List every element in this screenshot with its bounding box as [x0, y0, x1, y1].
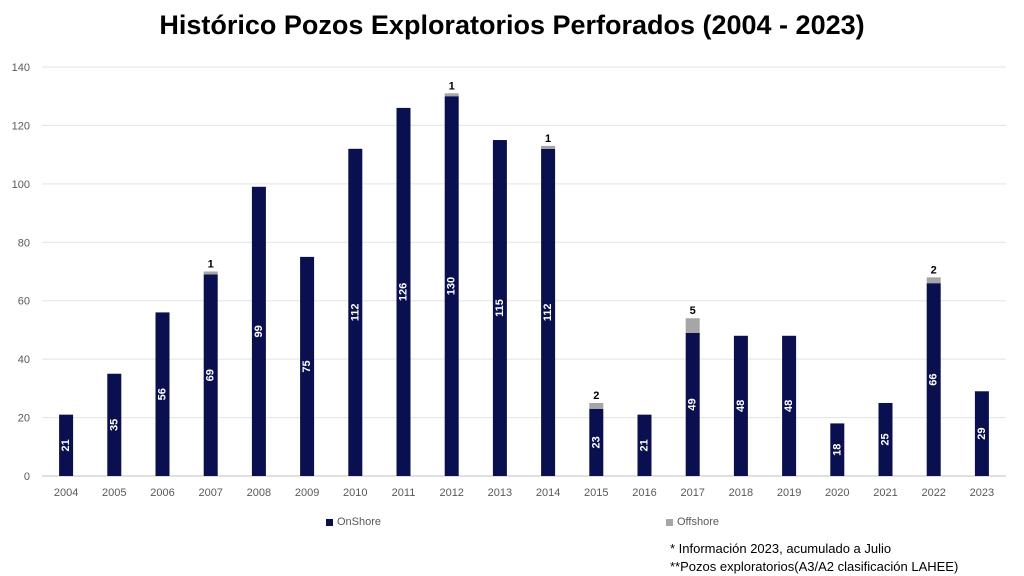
- y-tick-label: 40: [18, 354, 30, 366]
- bar-offshore: [444, 93, 459, 97]
- x-tick-label: 2010: [343, 487, 367, 499]
- data-label-onshore: 56: [157, 388, 169, 400]
- y-tick-label: 80: [18, 237, 30, 249]
- x-tick-label: 2020: [825, 487, 849, 499]
- x-tick-label: 2018: [729, 487, 753, 499]
- x-tick-label: 2011: [392, 487, 416, 499]
- legend-swatch-offshore: [666, 518, 673, 526]
- data-label-onshore: 66: [928, 373, 940, 385]
- bar-offshore: [685, 318, 700, 333]
- bar-onshore: [348, 148, 363, 477]
- data-label-onshore: 130: [446, 277, 458, 295]
- data-labels: 21 35 56 69 1 99 75 112 126 130 1 115 112 1 23 2 21 49 5 48…: [60, 80, 988, 456]
- data-label-offshore: 1: [545, 133, 551, 145]
- data-label-onshore: 126: [398, 283, 410, 301]
- legend-label-offshore: Offshore: [677, 516, 719, 528]
- data-label-offshore: 2: [593, 390, 599, 402]
- y-tick-label: 20: [18, 413, 30, 425]
- bar-onshore: [637, 414, 652, 476]
- bars: [59, 93, 989, 477]
- y-tick-label: 60: [18, 296, 30, 308]
- bar-onshore: [830, 423, 845, 476]
- data-label-onshore: 69: [205, 369, 217, 381]
- y-tick-label: 0: [24, 471, 30, 483]
- x-tick-label: 2015: [584, 487, 608, 499]
- bar-onshore: [396, 107, 411, 477]
- x-tick-label: 2009: [295, 487, 319, 499]
- x-tick-label: 2022: [921, 487, 945, 499]
- data-label-onshore: 35: [108, 419, 120, 431]
- x-tick-label: 2007: [198, 487, 222, 499]
- data-label-onshore: 21: [60, 439, 72, 451]
- data-label-onshore: 115: [494, 299, 506, 317]
- x-tick-label: 2021: [873, 487, 897, 499]
- data-label-onshore: 49: [687, 398, 699, 410]
- y-axis: 0 20 40 60 80 100 120 140: [12, 62, 30, 483]
- legend-item-offshore: Offshore: [666, 516, 719, 528]
- x-tick-label: 2016: [632, 487, 656, 499]
- legend-swatch-onshore: [326, 518, 333, 526]
- x-tick-label: 2023: [970, 487, 994, 499]
- bar-onshore: [107, 373, 122, 476]
- bar-onshore: [59, 414, 74, 476]
- data-label-onshore: 48: [735, 400, 747, 412]
- bar-onshore: [444, 96, 459, 476]
- y-tick-label: 100: [12, 179, 30, 191]
- legend-label-onshore: OnShore: [337, 516, 382, 528]
- data-label-offshore: 1: [449, 80, 455, 92]
- data-label-onshore: 112: [349, 304, 361, 322]
- bar-onshore: [685, 332, 700, 476]
- bar-onshore: [203, 274, 218, 476]
- bar-onshore: [878, 402, 893, 476]
- bar-offshore: [541, 145, 556, 149]
- x-tick-label: 2017: [680, 487, 704, 499]
- bar-onshore: [589, 408, 604, 476]
- y-tick-label: 140: [12, 62, 30, 74]
- data-label-onshore: 18: [831, 444, 843, 456]
- x-tick-label: 2005: [102, 487, 126, 499]
- gridlines: [42, 66, 1006, 477]
- bar-onshore: [782, 335, 797, 476]
- bar-offshore: [926, 277, 941, 284]
- chart-title: Histórico Pozos Exploratorios Perforados…: [159, 10, 865, 40]
- bar-onshore: [300, 256, 315, 476]
- x-tick-label: 2008: [247, 487, 271, 499]
- bar-onshore: [926, 283, 941, 476]
- footnote-2: **Pozos exploratorios(A3/A2 clasificació…: [670, 559, 959, 574]
- bar-onshore: [733, 335, 748, 476]
- x-tick-label: 2013: [488, 487, 512, 499]
- bar-offshore: [203, 271, 218, 275]
- x-tick-label: 2004: [54, 487, 78, 499]
- y-tick-label: 120: [12, 120, 30, 132]
- x-tick-label: 2019: [777, 487, 801, 499]
- legend-item-onshore: OnShore: [326, 516, 381, 528]
- footnote-1: * Información 2023, acumulado a Julio: [670, 541, 892, 556]
- data-label-onshore: 23: [590, 436, 602, 448]
- x-tick-label: 2014: [536, 487, 560, 499]
- x-tick-label: 2012: [439, 487, 463, 499]
- data-label-onshore: 48: [783, 400, 795, 412]
- data-label-onshore: 112: [542, 304, 554, 322]
- bar-onshore: [541, 148, 556, 477]
- data-label-onshore: 75: [301, 360, 313, 372]
- data-label-onshore: 99: [253, 325, 265, 337]
- data-label-onshore: 29: [976, 428, 988, 440]
- data-label-offshore: 5: [690, 305, 696, 317]
- data-label-onshore: 25: [880, 433, 892, 445]
- bar-offshore: [589, 402, 604, 409]
- bar-onshore: [155, 312, 170, 476]
- data-label-offshore: 2: [931, 264, 937, 276]
- bar-onshore: [251, 186, 266, 476]
- data-label-offshore: 1: [208, 259, 214, 271]
- bar-onshore: [974, 391, 989, 476]
- data-label-onshore: 21: [639, 439, 651, 451]
- x-tick-label: 2006: [150, 487, 174, 499]
- x-axis: 2004 2005 2006 2007 2008 2009 2010 2011 2012 2013…: [54, 487, 994, 499]
- bar-onshore: [492, 140, 507, 477]
